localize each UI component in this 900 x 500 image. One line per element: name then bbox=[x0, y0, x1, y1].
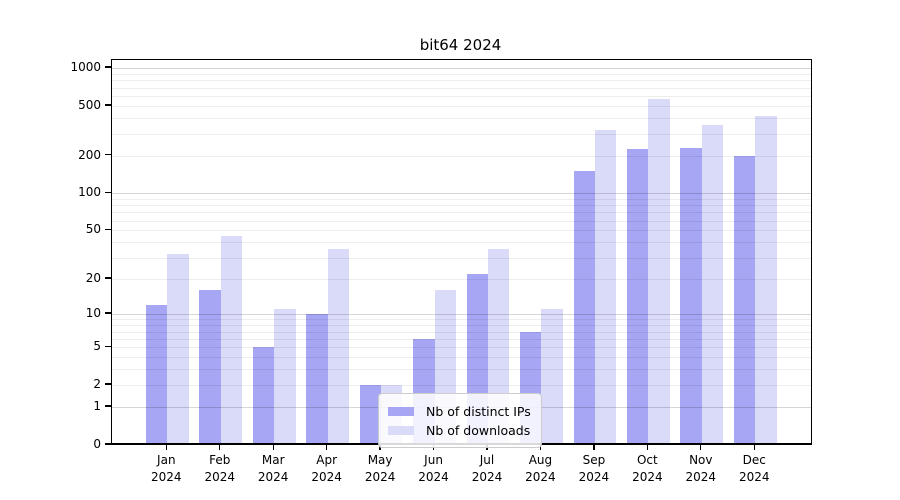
gridline bbox=[112, 220, 811, 222]
legend-entry-distinct-ips: Nb of distinct IPs bbox=[388, 402, 531, 420]
y-axis-tick bbox=[105, 443, 111, 445]
gridline bbox=[112, 198, 811, 200]
x-tick-label-mar: Mar 2024 bbox=[257, 453, 289, 484]
gridline bbox=[112, 257, 811, 259]
x-tick-label-may: May 2024 bbox=[364, 453, 396, 484]
bar-nb-of-downloads-jan bbox=[167, 254, 189, 445]
y-axis-tick bbox=[105, 345, 111, 347]
legend-swatch-downloads bbox=[388, 425, 414, 435]
bar-nb-of-downloads-dec bbox=[755, 115, 777, 445]
gridline bbox=[112, 87, 811, 89]
x-tick-label-apr: Apr 2024 bbox=[311, 453, 342, 484]
y-tick-label: 10 bbox=[85, 306, 101, 321]
x-axis-tick bbox=[700, 445, 702, 450]
y-axis-tick bbox=[105, 228, 111, 231]
chart-title: bit64 2024 bbox=[419, 36, 502, 54]
y-axis-tick bbox=[105, 153, 111, 156]
bar-nb-of-distinct-ips-sep bbox=[573, 171, 595, 445]
x-tick-label-aug: Aug 2024 bbox=[525, 453, 556, 484]
x-axis-tick bbox=[272, 445, 274, 450]
x-tick-label-feb: Feb 2024 bbox=[204, 453, 236, 484]
x-axis-tick bbox=[593, 445, 595, 450]
gridline bbox=[112, 331, 811, 333]
x-axis-tick bbox=[539, 445, 542, 450]
bar-nb-of-downloads-oct bbox=[648, 98, 670, 445]
bar-nb-of-distinct-ips-dec bbox=[733, 155, 756, 445]
bar-nb-of-downloads-aug bbox=[541, 309, 563, 445]
gridline bbox=[112, 117, 811, 119]
y-tick-label: 1 bbox=[93, 399, 101, 414]
x-tick-label-sep: Sep 2024 bbox=[578, 453, 610, 484]
gridline bbox=[112, 230, 811, 232]
y-tick-label: 50 bbox=[85, 222, 101, 237]
gridline bbox=[112, 347, 811, 349]
bar-nb-of-downloads-apr bbox=[327, 249, 350, 445]
gridline bbox=[112, 73, 811, 75]
gridline bbox=[112, 325, 811, 327]
y-tick-label: 0 bbox=[93, 437, 101, 451]
x-tick-label-oct: Oct 2024 bbox=[632, 453, 663, 484]
gridline bbox=[112, 95, 811, 97]
y-tick-label: 20 bbox=[85, 270, 101, 285]
gridline bbox=[112, 68, 811, 70]
legend-entry-downloads: Nb of downloads bbox=[388, 421, 531, 439]
x-axis-tick bbox=[325, 445, 328, 450]
bar-nb-of-downloads-nov bbox=[701, 125, 724, 445]
gridline bbox=[112, 338, 811, 340]
x-axis-tick bbox=[165, 445, 167, 450]
y-tick-label: 200 bbox=[78, 147, 101, 162]
y-axis-tick bbox=[105, 191, 111, 193]
gridline bbox=[112, 105, 811, 107]
x-axis-tick bbox=[219, 445, 221, 450]
bar-nb-of-distinct-ips-jan bbox=[145, 305, 168, 445]
x-axis-tick bbox=[753, 445, 755, 450]
y-axis-tick bbox=[105, 312, 111, 314]
bar-nb-of-downloads-mar bbox=[274, 309, 296, 445]
bar-nb-of-distinct-ips-mar bbox=[252, 347, 275, 445]
gridline bbox=[112, 242, 811, 244]
x-tick-label-dec: Dec 2024 bbox=[738, 453, 770, 484]
y-tick-label: 500 bbox=[78, 97, 101, 112]
y-tick-label: 5 bbox=[93, 339, 101, 354]
gridline bbox=[112, 212, 811, 214]
gridline bbox=[112, 357, 811, 359]
y-axis-tick bbox=[105, 383, 111, 385]
y-tick-label: 2 bbox=[93, 377, 101, 392]
gridline bbox=[112, 193, 811, 195]
bar-nb-of-distinct-ips-nov bbox=[680, 148, 702, 445]
gridline bbox=[112, 319, 811, 321]
y-axis-tick bbox=[105, 66, 111, 68]
gridline bbox=[112, 369, 811, 371]
plot-area bbox=[111, 59, 812, 445]
x-tick-label-jun: Jun 2024 bbox=[418, 453, 449, 484]
y-tick-label: 100 bbox=[78, 185, 101, 200]
gridline bbox=[112, 80, 811, 82]
y-axis-tick bbox=[105, 405, 111, 407]
bar-nb-of-downloads-sep bbox=[594, 130, 617, 445]
x-axis-tick bbox=[646, 445, 649, 450]
x-tick-label-jul: Jul 2024 bbox=[471, 453, 503, 484]
legend: Nb of distinct IPs Nb of downloads bbox=[378, 393, 542, 448]
y-axis-tick bbox=[105, 104, 111, 106]
gridline bbox=[112, 314, 811, 316]
gridline bbox=[112, 385, 811, 387]
gridline bbox=[112, 278, 811, 280]
bar-nb-of-downloads-feb bbox=[220, 236, 243, 445]
bar-nb-of-distinct-ips-may bbox=[359, 385, 382, 445]
legend-swatch-distinct-ips bbox=[388, 406, 414, 416]
bar-nb-of-distinct-ips-apr bbox=[306, 314, 328, 445]
x-tick-label-jan: Jan 2024 bbox=[151, 453, 182, 484]
bar-nb-of-distinct-ips-oct bbox=[626, 149, 649, 445]
gridline bbox=[112, 133, 811, 135]
bar-nb-of-distinct-ips-feb bbox=[199, 290, 221, 445]
y-tick-label: 1000 bbox=[70, 60, 101, 75]
gridline bbox=[112, 155, 811, 157]
legend-label-distinct-ips: Nb of distinct IPs bbox=[426, 403, 531, 419]
x-tick-label-nov: Nov 2024 bbox=[685, 453, 717, 484]
gridline bbox=[112, 205, 811, 207]
y-axis-tick bbox=[105, 277, 111, 279]
legend-label-downloads: Nb of downloads bbox=[426, 422, 531, 438]
